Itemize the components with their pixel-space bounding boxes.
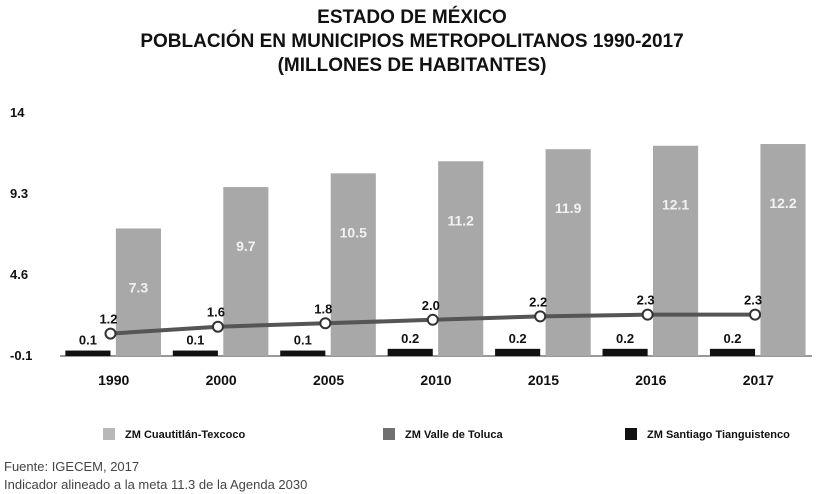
point-valle-de-toluca bbox=[211, 320, 224, 333]
legend-label: ZM Cuautitlán-Texcoco bbox=[125, 429, 245, 441]
chart-title-line-1: ESTADO DE MÉXICO bbox=[317, 6, 507, 28]
point-valle-de-toluca bbox=[104, 327, 117, 340]
point-valle-de-toluca bbox=[426, 313, 439, 326]
y-tick-label: 14 bbox=[10, 105, 25, 120]
point-valle-de-toluca bbox=[534, 310, 547, 323]
legend-label: ZM Santiago Tianguistenco bbox=[647, 429, 790, 441]
x-tick-label: 2015 bbox=[528, 372, 559, 388]
bar-label-santiago-tianguistenco: 0.2 bbox=[616, 331, 634, 346]
bar-label-cuautitlan-texcoco: 12.1 bbox=[662, 197, 689, 213]
bar-cuautitlan-texcoco bbox=[330, 173, 376, 356]
x-tick-label: 2017 bbox=[743, 372, 774, 388]
point-valle-de-toluca bbox=[749, 308, 762, 321]
bar-santiago-tianguistenco bbox=[602, 348, 648, 356]
point-label-valle-de-toluca: 1.6 bbox=[207, 305, 225, 320]
bar-cuautitlan-texcoco bbox=[653, 145, 699, 356]
point-label-valle-de-toluca: 2.2 bbox=[529, 294, 547, 309]
bar-label-santiago-tianguistenco: 0.2 bbox=[723, 331, 741, 346]
point-valle-de-toluca bbox=[319, 317, 332, 330]
bar-label-cuautitlan-texcoco: 9.7 bbox=[236, 238, 256, 254]
x-tick-label: 2016 bbox=[635, 372, 666, 388]
bar-cuautitlan-texcoco bbox=[545, 149, 591, 356]
bar-santiago-tianguistenco bbox=[387, 348, 433, 356]
x-tick-label: 1990 bbox=[98, 372, 129, 388]
x-tick-label: 2005 bbox=[313, 372, 344, 388]
bar-santiago-tianguistenco bbox=[495, 348, 541, 356]
point-label-valle-de-toluca: 2.3 bbox=[744, 293, 762, 308]
bar-santiago-tianguistenco bbox=[65, 350, 111, 356]
point-valle-de-toluca bbox=[641, 308, 654, 321]
bar-label-cuautitlan-texcoco: 7.3 bbox=[129, 279, 149, 295]
y-tick-label: -0.1 bbox=[10, 348, 32, 363]
point-label-valle-de-toluca: 2.0 bbox=[422, 298, 440, 313]
legend-item: ZM Valle de Toluca bbox=[383, 428, 503, 441]
bar-santiago-tianguistenco bbox=[709, 348, 756, 356]
chart-title-line-2: POBLACIÓN EN MUNICIPIOS METROPOLITANOS 1… bbox=[140, 30, 683, 52]
point-label-valle-de-toluca: 1.2 bbox=[99, 312, 117, 327]
x-tick-label: 2000 bbox=[206, 372, 237, 388]
bar-cuautitlan-texcoco bbox=[223, 187, 269, 356]
bar-santiago-tianguistenco bbox=[280, 350, 326, 356]
bar-label-santiago-tianguistenco: 0.1 bbox=[186, 333, 204, 348]
bar-cuautitlan-texcoco bbox=[438, 161, 484, 356]
source-footnote: Fuente: IGECEM, 2017 bbox=[4, 459, 140, 474]
y-tick-label: 4.6 bbox=[10, 267, 28, 282]
bar-label-santiago-tianguistenco: 0.1 bbox=[79, 333, 97, 348]
point-label-valle-de-toluca: 1.8 bbox=[314, 301, 332, 316]
point-label-valle-de-toluca: 2.3 bbox=[637, 293, 655, 308]
legend-swatch bbox=[625, 428, 637, 440]
legend-swatch bbox=[383, 428, 395, 440]
bar-label-cuautitlan-texcoco: 11.9 bbox=[555, 200, 582, 216]
bar-label-santiago-tianguistenco: 0.2 bbox=[509, 331, 527, 346]
bar-cuautitlan-texcoco bbox=[760, 144, 806, 356]
legend-label: ZM Valle de Toluca bbox=[405, 429, 503, 441]
x-tick-label: 2010 bbox=[420, 372, 451, 388]
bar-santiago-tianguistenco bbox=[172, 350, 218, 356]
bar-label-santiago-tianguistenco: 0.2 bbox=[401, 331, 419, 346]
y-tick-label: 9.3 bbox=[10, 186, 28, 201]
indicator-footnote: Indicador alineado a la meta 11.3 de la … bbox=[4, 477, 308, 492]
bar-label-cuautitlan-texcoco: 10.5 bbox=[340, 224, 367, 240]
legend-item: ZM Cuautitlán-Texcoco bbox=[103, 428, 245, 441]
chart-title-line-3: (MILLONES DE HABITANTES) bbox=[278, 55, 547, 76]
bar-label-cuautitlan-texcoco: 12.2 bbox=[769, 195, 796, 211]
legend-swatch bbox=[103, 428, 115, 440]
bar-label-cuautitlan-texcoco: 11.2 bbox=[447, 212, 474, 228]
legend-item: ZM Santiago Tianguistenco bbox=[625, 428, 790, 441]
bar-label-santiago-tianguistenco: 0.1 bbox=[294, 333, 312, 348]
